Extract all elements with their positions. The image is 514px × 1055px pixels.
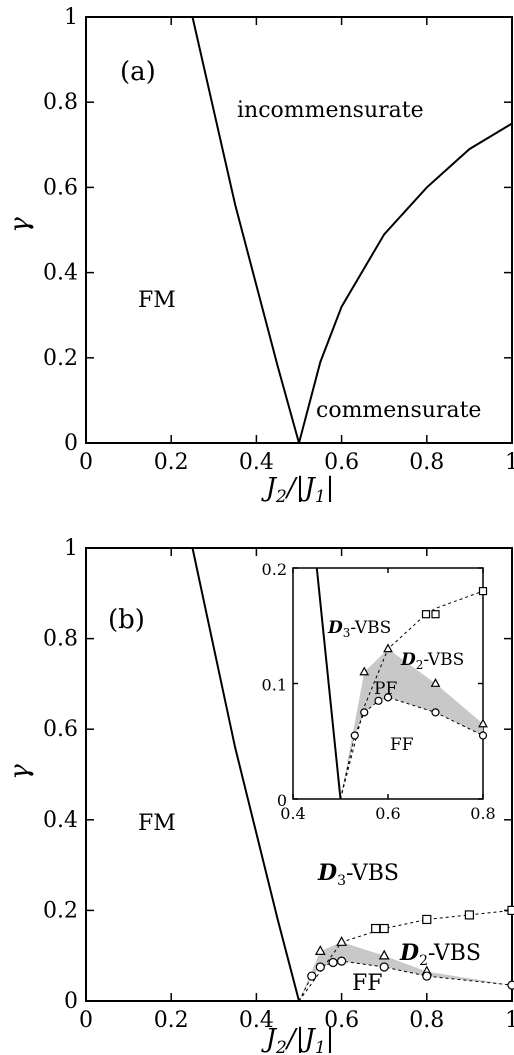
panel-b-ticks: 0 0.2 0.4 0.6 0.8 1 0 0.2 0.4 0.6 0.8 1 [43,536,514,1033]
region-ff-b: FF [352,971,383,996]
panel-b-y-tick-label: 1 [64,536,78,561]
region-incommensurate: incommensurate [237,98,424,123]
panel-b-triangle-marker [314,945,326,955]
panel-b-circle-marker [422,971,432,981]
panel-b-square-marker [464,910,474,920]
panel-b-y-tick-label: 0.6 [43,717,78,742]
panel-b-x-tick-label: 0.6 [324,1008,359,1033]
region-fm-a: FM [138,288,176,313]
inset-region-d2-vbs: D2-VBS [400,650,464,672]
panel-b-circle-marker [315,962,325,972]
panel-b-x-tick-label: 1 [505,1008,514,1033]
panel-a-y-tick-label: 0.4 [43,261,78,286]
panel-a-x-tick-label: 0.8 [409,450,444,475]
panel-b-circle-marker [379,962,389,972]
inset-triangle-marker [478,718,488,728]
inset: 0.4 0.6 0.8 0 0.1 0.2 D3-VBS D2-VBS PF FF [262,560,496,823]
panel-a-x-tick-label: 1 [505,450,514,475]
inset-ticks: 0.4 0.6 0.8 0 0.1 0.2 [262,560,496,823]
panel-b-circle-marker [307,971,317,981]
region-fm-b: FM [138,811,176,836]
panel-a-ticks: 0 0.2 0.4 0.6 0.8 1 0 0.2 0.4 0.6 0.8 1 [43,5,514,475]
panel-b-x-tick-label: 0 [79,1008,93,1033]
panel-b-fm-boundary [191,547,300,1002]
panel-a-label: (a) [120,57,156,87]
inset-triangle-marker [383,643,393,653]
panel-b-y-tick-label: 0.4 [43,808,78,833]
region-d3-vbs: D3-VBS [317,860,399,889]
panel-a-y-tick-label: 0.2 [43,346,78,371]
inset-fm-boundary [315,567,342,800]
inset-y-tick-label: 0.1 [262,676,287,695]
panel-b-square-marker [422,914,432,925]
inset-y-tick-label: 0.2 [262,560,287,579]
inset-triangle-marker [359,666,370,676]
inset-circle-marker [360,708,369,717]
panel-a-x-tick-label: 0.4 [239,450,274,475]
panel-b-circle-marker [328,957,338,968]
panel-a-y-axis-label: γ [5,217,35,233]
inset-square-marker [431,610,440,619]
panel-b-y-axis-label: γ [5,764,35,780]
region-commensurate: commensurate [316,398,481,423]
panel-a-x-axis-label: J2/|J1| [261,473,335,507]
panel-b-circle-marker [507,980,514,990]
panel-a-y-tick-label: 1 [64,5,78,30]
inset-circle-marker [383,693,393,702]
panel-b-triangle-marker [378,949,390,960]
panel-b-content [191,547,514,1002]
inset-region-ff: FF [390,735,414,755]
inset-circle-marker [431,708,440,717]
inset-region-d3-vbs: D3-VBS [327,618,391,640]
panel-b-x-tick-label: 0.8 [409,1008,444,1033]
inset-square-marker [478,586,488,596]
panel-b-y-tick-label: 0 [64,989,78,1014]
inset-circle-marker [478,731,488,740]
panel-a-y-tick-label: 0.6 [43,175,78,200]
panel-b-x-tick-label: 0.4 [239,1008,274,1033]
inset-pf-band [340,648,483,799]
panel-a: 0 0.2 0.4 0.6 0.8 1 0 0.2 0.4 0.6 0.8 1 (a) incomme… [5,5,514,507]
panel-b-square-marker [379,923,389,934]
inset-x-tick-label: 0.6 [375,804,400,823]
panel-a-y-tick-label: 0 [64,431,78,456]
panel-b-triangle-marker [336,936,348,946]
panel-b-circle-marker [337,956,347,966]
inset-circle-marker [350,731,359,740]
inset-x-tick-label: 0.4 [280,804,305,823]
panel-b-square-marker [507,905,514,916]
panel-a-curves [191,16,513,444]
inset-x-tick-label: 0.8 [470,804,495,823]
panel-b-label: (b) [108,605,145,635]
panel-a-x-tick-label: 0.6 [324,450,359,475]
panel-a-x-tick-label: 0.2 [154,450,189,475]
panel-a-y-tick-label: 0.8 [43,90,78,115]
panel-b-x-tick-label: 0.2 [154,1008,189,1033]
inset-square-marker [421,610,431,619]
inset-y-tick-label: 0 [277,791,287,810]
inset-triangle-marker [430,678,441,687]
panel-b: 0 0.2 0.4 0.6 0.8 1 0 0.2 0.4 0.6 0.8 1 (b) FM D3-V… [5,536,514,1055]
panel-b-y-tick-label: 0.2 [43,898,78,923]
panel-b-d3-boundary [298,909,513,1002]
panel-a-x-tick-label: 0 [79,450,93,475]
inset-region-pf: PF [374,679,397,699]
panel-a-boundary-0 [191,16,300,444]
inset-circle-marker [374,696,383,705]
inset-content [315,567,488,800]
panel-b-square-marker [371,923,381,934]
panel-a-boundary-1 [298,122,513,444]
region-d2-vbs: D2-VBS [399,940,481,969]
panel-b-y-tick-label: 0.8 [43,627,78,652]
